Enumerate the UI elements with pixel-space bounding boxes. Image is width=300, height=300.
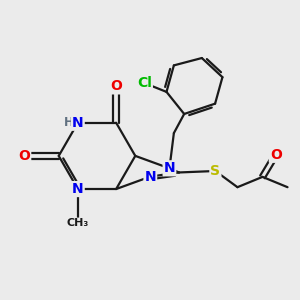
Text: H: H <box>64 116 74 129</box>
Text: O: O <box>270 148 282 162</box>
Text: N: N <box>72 182 84 196</box>
Text: N: N <box>72 116 84 130</box>
Text: S: S <box>210 164 220 178</box>
Text: N: N <box>145 169 156 184</box>
Text: N: N <box>164 161 175 175</box>
Text: CH₃: CH₃ <box>67 218 89 229</box>
Text: O: O <box>18 149 30 163</box>
Text: O: O <box>110 80 122 93</box>
Text: Cl: Cl <box>137 76 152 90</box>
